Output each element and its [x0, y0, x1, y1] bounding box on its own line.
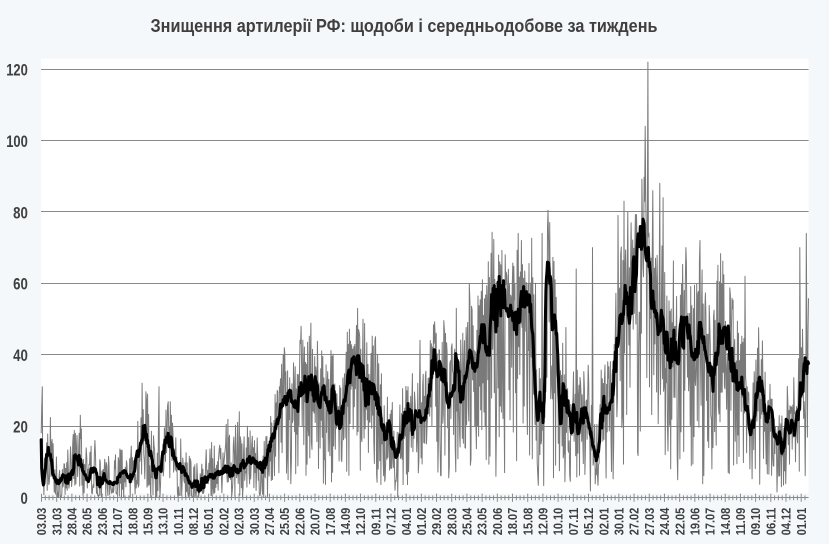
svg-text:04.12: 04.12	[779, 508, 794, 536]
svg-text:24.04: 24.04	[657, 507, 672, 535]
svg-text:15.08: 15.08	[520, 508, 535, 536]
svg-text:30.03: 30.03	[247, 508, 262, 536]
svg-text:13.10: 13.10	[156, 508, 171, 536]
svg-text:01.01: 01.01	[794, 508, 809, 536]
svg-text:27.02: 27.02	[627, 508, 642, 536]
svg-text:14.08: 14.08	[718, 508, 733, 536]
svg-text:05.01: 05.01	[201, 508, 216, 536]
svg-text:20: 20	[13, 418, 28, 436]
svg-text:17.08: 17.08	[323, 508, 338, 536]
svg-text:15.09: 15.09	[140, 508, 155, 536]
svg-text:23.06: 23.06	[95, 508, 110, 536]
svg-text:25.04: 25.04	[460, 507, 475, 535]
svg-text:20.06: 20.06	[490, 508, 505, 536]
svg-text:14.09: 14.09	[338, 508, 353, 536]
svg-text:20.07: 20.07	[308, 508, 323, 536]
svg-text:07.11: 07.11	[566, 508, 581, 536]
svg-text:12.10: 12.10	[353, 508, 368, 536]
svg-text:Знищення артилерії РФ: щодоби: Знищення артилерії РФ: щодоби і середньо…	[151, 15, 658, 36]
svg-text:10.11: 10.11	[171, 508, 186, 536]
svg-text:30.01: 30.01	[611, 508, 626, 536]
svg-text:100: 100	[6, 133, 28, 151]
svg-text:06.11: 06.11	[763, 508, 778, 536]
svg-text:05.12: 05.12	[581, 508, 596, 536]
svg-text:18.08: 18.08	[125, 508, 140, 536]
svg-text:07.12: 07.12	[384, 508, 399, 536]
svg-text:0: 0	[21, 490, 28, 508]
svg-text:27.03: 27.03	[642, 508, 657, 536]
svg-text:120: 120	[6, 62, 28, 80]
svg-text:12.09: 12.09	[536, 508, 551, 536]
svg-text:80: 80	[13, 204, 28, 222]
svg-text:02.02: 02.02	[216, 508, 231, 536]
svg-text:40: 40	[13, 347, 28, 365]
svg-text:11.09: 11.09	[733, 508, 748, 536]
svg-text:03.03: 03.03	[34, 508, 49, 536]
svg-text:26.05: 26.05	[80, 508, 95, 536]
svg-text:02.01: 02.01	[596, 508, 611, 536]
svg-text:22.05: 22.05	[672, 508, 687, 536]
svg-text:22.06: 22.06	[292, 508, 307, 536]
svg-text:29.02: 29.02	[429, 508, 444, 536]
svg-text:17.07: 17.07	[703, 508, 718, 536]
svg-text:10.10: 10.10	[551, 508, 566, 536]
svg-text:18.07: 18.07	[505, 508, 520, 536]
svg-text:04.01: 04.01	[399, 508, 414, 536]
svg-text:09.10: 09.10	[748, 508, 763, 536]
svg-text:27.04: 27.04	[262, 507, 277, 535]
svg-text:01.02: 01.02	[414, 508, 429, 536]
svg-text:28.04: 28.04	[64, 507, 79, 535]
svg-text:28.03: 28.03	[444, 508, 459, 536]
svg-text:60: 60	[13, 276, 28, 294]
svg-text:19.06: 19.06	[687, 508, 702, 536]
svg-text:23.05: 23.05	[475, 508, 490, 536]
svg-text:31.03: 31.03	[49, 508, 64, 536]
svg-text:09.11: 09.11	[368, 508, 383, 536]
svg-text:02.03: 02.03	[232, 508, 247, 536]
svg-text:08.12: 08.12	[186, 508, 201, 536]
svg-text:21.07: 21.07	[110, 508, 125, 536]
svg-text:25.05: 25.05	[277, 508, 292, 536]
